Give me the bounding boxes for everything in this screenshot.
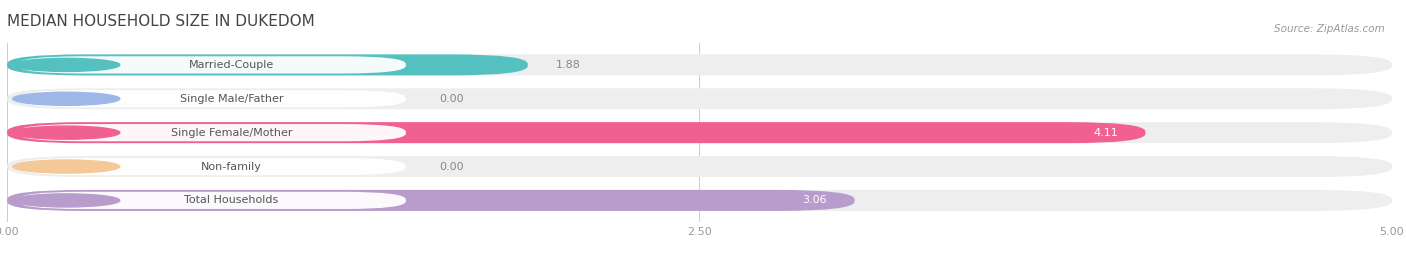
Text: Source: ZipAtlas.com: Source: ZipAtlas.com — [1274, 24, 1385, 34]
FancyBboxPatch shape — [7, 190, 855, 211]
Circle shape — [13, 58, 120, 72]
Circle shape — [13, 160, 120, 173]
Text: 0.00: 0.00 — [439, 162, 464, 172]
Circle shape — [13, 92, 120, 105]
Text: Single Female/Mother: Single Female/Mother — [170, 128, 292, 138]
Text: 4.11: 4.11 — [1092, 128, 1118, 138]
FancyBboxPatch shape — [18, 192, 406, 209]
Text: MEDIAN HOUSEHOLD SIZE IN DUKEDOM: MEDIAN HOUSEHOLD SIZE IN DUKEDOM — [7, 13, 315, 28]
FancyBboxPatch shape — [18, 158, 406, 175]
FancyBboxPatch shape — [18, 90, 406, 107]
Text: 0.00: 0.00 — [439, 94, 464, 104]
Text: Married-Couple: Married-Couple — [188, 60, 274, 70]
FancyBboxPatch shape — [7, 156, 1392, 177]
FancyBboxPatch shape — [7, 122, 1392, 143]
FancyBboxPatch shape — [7, 88, 1392, 109]
Text: Single Male/Father: Single Male/Father — [180, 94, 283, 104]
FancyBboxPatch shape — [7, 54, 1392, 75]
FancyBboxPatch shape — [7, 54, 527, 75]
FancyBboxPatch shape — [7, 190, 1392, 211]
FancyBboxPatch shape — [18, 56, 406, 73]
Text: 1.88: 1.88 — [555, 60, 581, 70]
FancyBboxPatch shape — [7, 122, 1146, 143]
Text: Non-family: Non-family — [201, 162, 262, 172]
Circle shape — [13, 194, 120, 207]
Circle shape — [13, 126, 120, 139]
Text: Total Households: Total Households — [184, 195, 278, 205]
Text: 3.06: 3.06 — [803, 195, 827, 205]
FancyBboxPatch shape — [18, 124, 406, 141]
